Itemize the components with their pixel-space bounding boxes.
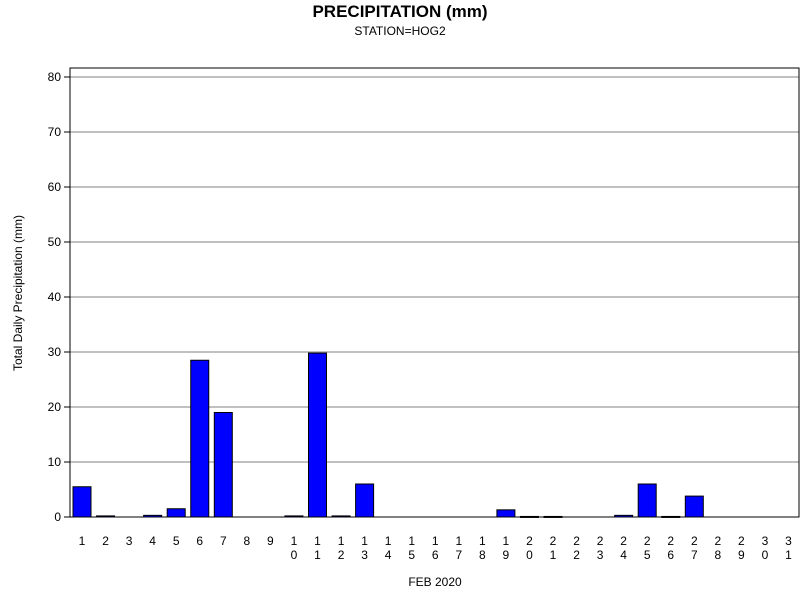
bar-day-13	[355, 483, 375, 518]
y-tick-label: 10	[48, 455, 62, 469]
y-tick-label: 60	[48, 180, 62, 194]
x-axis-label: FEB 2020	[408, 575, 462, 589]
bar-day-25	[637, 483, 657, 518]
bar-day-1	[72, 486, 92, 518]
y-axis-label: Total Daily Precipitation (mm)	[11, 215, 25, 371]
x-tick-label: 9	[267, 534, 274, 548]
y-tick-label: 80	[48, 70, 62, 84]
y-tick-label: 50	[48, 235, 62, 249]
x-tick-label: 1	[79, 534, 86, 548]
y-tick-label: 40	[48, 290, 62, 304]
x-tick-label: 3	[126, 534, 133, 548]
x-tick-label: 4	[149, 534, 156, 548]
chart-subtitle: STATION=HOG2	[354, 24, 446, 38]
bar-day-19	[496, 509, 516, 518]
bars	[72, 352, 704, 518]
y-tick-label: 70	[48, 125, 62, 139]
gridlines	[70, 76, 799, 463]
x-tick-label: 8	[244, 534, 251, 548]
y-tick-label: 30	[48, 345, 62, 359]
bar-day-6	[190, 359, 210, 518]
x-tick-label: 6	[196, 534, 203, 548]
bar-day-11	[308, 352, 327, 518]
y-tick-label: 20	[48, 400, 62, 414]
bar-day-7	[213, 412, 233, 518]
x-tick-label: 2	[102, 534, 109, 548]
y-tick-label: 0	[54, 510, 61, 524]
bar-day-27	[684, 495, 704, 518]
x-tick-label: 5	[173, 534, 180, 548]
x-tick-label: 7	[220, 534, 227, 548]
plot-frame	[69, 67, 800, 518]
chart-title: PRECIPITATION (mm)	[312, 2, 487, 21]
bar-day-5	[166, 508, 186, 518]
y-ticks: 0 10 20 30 40 50 60 70 80	[48, 70, 70, 524]
x-ticks: 1 2 3 4 5 6 7 8 9 1 01 11 21 31 41 51 61 71 81 92 02 12 22 32 42…	[79, 534, 793, 562]
